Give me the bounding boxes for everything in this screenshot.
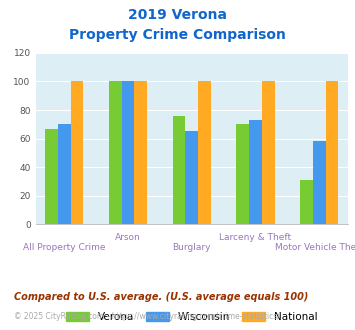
Bar <box>58 124 71 224</box>
Text: Larceny & Theft: Larceny & Theft <box>219 233 291 242</box>
Text: Property Crime Comparison: Property Crime Comparison <box>69 28 286 42</box>
Text: Burglary: Burglary <box>173 243 211 252</box>
Bar <box>71 82 83 224</box>
Text: Compared to U.S. average. (U.S. average equals 100): Compared to U.S. average. (U.S. average … <box>14 292 308 302</box>
Bar <box>134 82 147 224</box>
Bar <box>262 82 274 224</box>
Text: All Property Crime: All Property Crime <box>23 243 105 252</box>
Text: Arson: Arson <box>115 233 141 242</box>
Bar <box>198 82 211 224</box>
Bar <box>326 82 338 224</box>
Bar <box>173 116 185 224</box>
Bar <box>45 129 58 224</box>
Bar <box>185 131 198 224</box>
Bar <box>236 124 249 224</box>
Text: © 2025 CityRating.com - https://www.cityrating.com/crime-statistics/: © 2025 CityRating.com - https://www.city… <box>14 312 280 321</box>
Legend: Verona, Wisconsin, National: Verona, Wisconsin, National <box>66 312 317 322</box>
Bar <box>300 180 313 224</box>
Bar <box>249 120 262 224</box>
Text: Motor Vehicle Theft: Motor Vehicle Theft <box>275 243 355 252</box>
Bar <box>109 82 121 224</box>
Bar <box>313 142 326 224</box>
Text: 2019 Verona: 2019 Verona <box>128 8 227 22</box>
Bar <box>121 82 134 224</box>
